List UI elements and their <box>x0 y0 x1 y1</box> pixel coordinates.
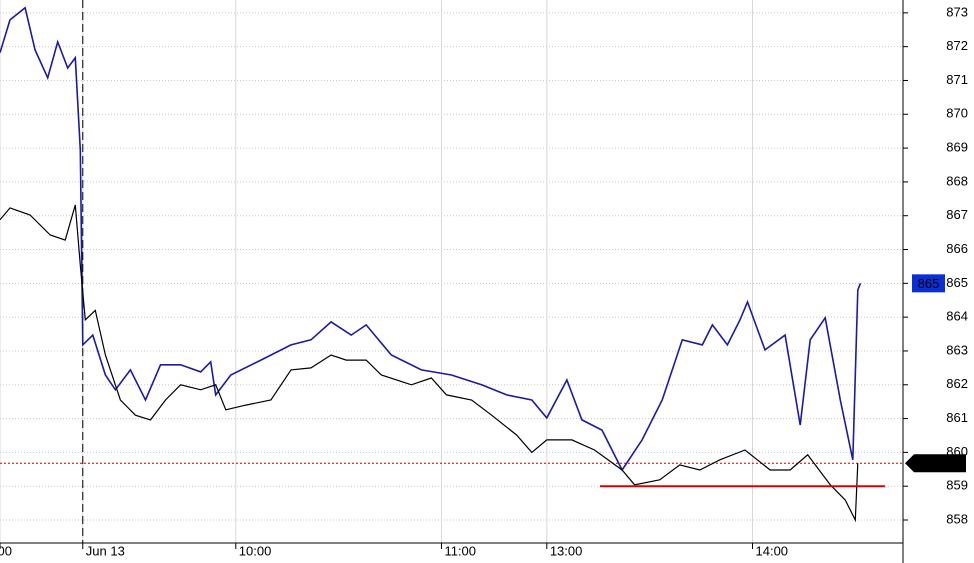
value-tag-box <box>905 454 966 473</box>
y-tick-label: 861 <box>946 410 968 425</box>
value-tag: 865 <box>918 276 940 291</box>
price-line <box>0 6 862 472</box>
x-tick-label: 14:00 <box>756 543 789 558</box>
x-tick-label: Jun 13 <box>86 543 125 558</box>
y-tick-label: 871 <box>946 72 968 87</box>
x-tick-label: 00 <box>0 543 12 558</box>
y-tick-label: 859 <box>946 478 968 493</box>
value-tag: 859.68 <box>921 456 961 471</box>
y-tick-label: 867 <box>946 207 968 222</box>
y-tick-label: 868 <box>946 173 968 188</box>
y-tick-label: 864 <box>946 309 968 324</box>
x-tick-label: 11:00 <box>444 543 476 558</box>
value-tag-box <box>912 274 945 293</box>
y-tick-label: 863 <box>946 342 968 357</box>
y-tick-label: 865 <box>946 275 968 290</box>
price-line <box>0 204 859 523</box>
y-tick-label: 862 <box>946 376 968 391</box>
y-tick-label: 872 <box>946 38 968 53</box>
x-tick-label: 10:00 <box>239 543 272 558</box>
y-tick-label: 866 <box>946 241 968 256</box>
x-tick-label: 13:00 <box>550 543 583 558</box>
y-tick-label: 869 <box>946 140 968 155</box>
y-tick-label: 870 <box>946 106 968 121</box>
y-tick-label: 858 <box>946 511 968 526</box>
y-tick-label: 873 <box>946 4 968 19</box>
